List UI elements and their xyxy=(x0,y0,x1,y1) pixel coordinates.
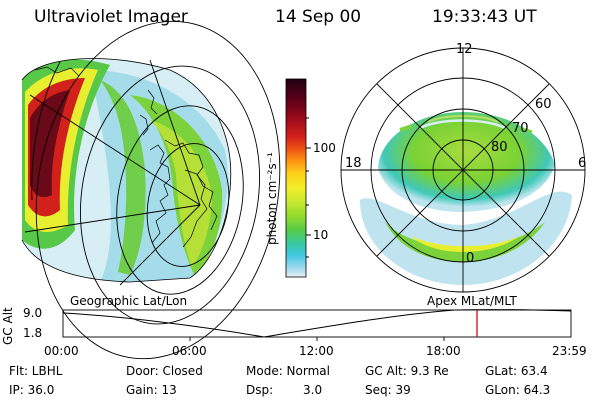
altitude-plot xyxy=(62,309,572,341)
altitude-xtick-4: 23:59 xyxy=(552,344,587,358)
mlt-label-18: 18 xyxy=(345,156,362,171)
info-mode: Mode: Normal xyxy=(246,364,330,378)
mlt-label-0: 0 xyxy=(466,251,475,266)
right-polar-map xyxy=(340,47,586,293)
time-label: 19:33:43 UT xyxy=(432,7,537,27)
info-glat: GLat: 63.4 xyxy=(485,364,548,378)
instrument-title: Ultraviolet Imager xyxy=(34,7,188,27)
info-dsp-value: 3.0 xyxy=(303,383,323,397)
colorbar xyxy=(285,78,311,278)
mlt-label-6: 6 xyxy=(578,156,587,171)
info-glon: GLon: 64.3 xyxy=(485,383,551,397)
info-gain: Gain: 13 xyxy=(126,383,177,397)
info-door: Door: Closed xyxy=(126,364,203,378)
lat-label-60: 60 xyxy=(535,97,552,112)
lat-label-70: 70 xyxy=(512,121,529,136)
right-map-caption: Apex MLat/MLT xyxy=(427,294,517,308)
info-dsp-label: Dsp: xyxy=(246,383,274,397)
altitude-xtick-2: 12:00 xyxy=(299,344,334,358)
date-label: 14 Sep 00 xyxy=(275,7,362,27)
left-geographic-map xyxy=(21,20,281,360)
info-seq: Seq: 39 xyxy=(365,383,411,397)
altitude-xtick-0: 00:00 xyxy=(44,344,79,358)
altitude-xtick-3: 18:00 xyxy=(426,344,461,358)
info-gc-alt: GC Alt: 9.3 Re xyxy=(365,364,449,378)
info-filter: Flt: LBHL xyxy=(9,364,63,378)
altitude-ylabel: GC Alt xyxy=(1,307,15,345)
info-ip: IP: 36.0 xyxy=(9,383,55,397)
colorbar-unit-label: photon cm⁻²s⁻¹ xyxy=(265,152,279,245)
mlt-label-12: 12 xyxy=(456,42,473,57)
colorbar-tick-10: 10 xyxy=(313,228,329,242)
colorbar-tick-100: 100 xyxy=(313,141,336,155)
altitude-ytick-max: 9.0 xyxy=(23,306,43,320)
altitude-xtick-1: 06:00 xyxy=(172,344,207,358)
left-map-caption: Geographic Lat/Lon xyxy=(70,294,188,308)
lat-label-80: 80 xyxy=(491,140,508,155)
altitude-ytick-min: 1.8 xyxy=(23,326,43,340)
